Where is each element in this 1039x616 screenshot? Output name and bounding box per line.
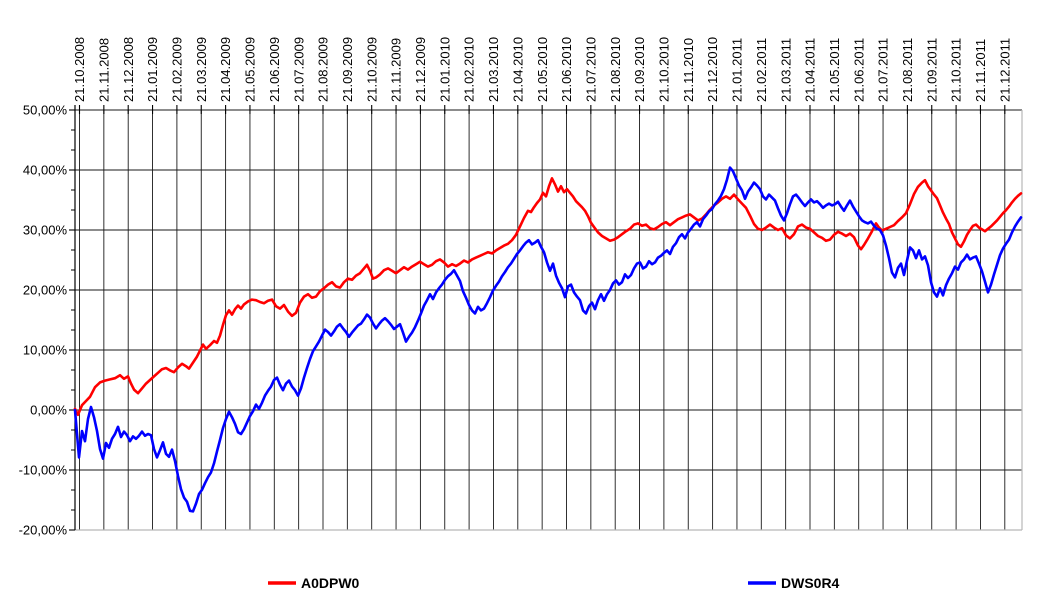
- x-tick-label: 21.02.2009: [170, 37, 185, 102]
- x-tick-label: 21.06.2010: [559, 37, 574, 102]
- x-tick-label: 21.05.2011: [827, 38, 842, 102]
- x-tick-label: 21.03.2009: [194, 37, 209, 102]
- y-tick-label: 0,00%: [30, 403, 67, 418]
- x-tick-label: 21.08.2010: [608, 37, 623, 102]
- x-tick-label: 21.06.2009: [267, 37, 282, 102]
- x-tick-label: 21.07.2011: [876, 38, 891, 102]
- x-tick-label: 21.04.2009: [218, 37, 233, 102]
- x-tick-label: 21.04.2010: [510, 37, 525, 102]
- series-line-dws0r4: [73, 166, 1023, 513]
- x-tick-label: 21.10.2010: [657, 37, 672, 102]
- y-tick-label: -10,00%: [19, 463, 68, 478]
- x-tick-label: 21.12.2009: [413, 37, 428, 102]
- x-tick-label: 21.08.2009: [316, 37, 331, 102]
- x-tick-label: 21.01.2010: [437, 37, 452, 102]
- series-line-a0dpw0: [73, 177, 1023, 417]
- x-tick-label: 21.11.2010: [681, 38, 696, 102]
- x-tick-label: 21.01.2011: [730, 38, 745, 102]
- x-tick-label: 21.09.2010: [632, 37, 647, 102]
- axes: [69, 105, 1023, 531]
- x-tick-label: 21.02.2011: [754, 38, 769, 102]
- x-tick-label: 21.02.2010: [462, 37, 477, 102]
- y-tick-label: -20,00%: [19, 523, 68, 538]
- x-tick-label: 21.08.2011: [900, 38, 915, 102]
- y-axis-tick-labels: 50,00% 40,00% 30,00% 20,00% 10,00% 0,00% -10,0…: [19, 103, 68, 538]
- x-tick-label: 21.06.2011: [851, 38, 866, 102]
- x-tick-label: 21.11.2011: [973, 39, 988, 102]
- x-tick-label: 21.05.2010: [535, 37, 550, 102]
- x-tick-label: 21.12.2011: [997, 38, 1012, 102]
- x-tick-label: 21.07.2010: [583, 37, 598, 102]
- x-tick-label: 21.07.2009: [291, 37, 306, 102]
- legend-label-dws0r4: DWS0R4: [781, 575, 840, 591]
- x-tick-label: 21.09.2011: [924, 38, 939, 102]
- legend-label-a0dpw0: A0DPW0: [301, 575, 360, 591]
- x-tick-label: 21.11.2009: [389, 38, 404, 102]
- gridlines: [75, 109, 1022, 531]
- x-tick-label: 21.12.2008: [121, 37, 136, 102]
- y-tick-label: 50,00%: [23, 103, 68, 118]
- x-tick-label: 21.12.2010: [705, 37, 720, 102]
- x-tick-label: 21.10.2011: [949, 38, 964, 102]
- x-tick-label: 21.05.2009: [243, 37, 258, 102]
- x-axis-tick-labels: 21.10.2008 21.11.2008 21.12.2008 21.01.2009…: [72, 37, 1012, 102]
- x-tick-label: 21.03.2011: [778, 38, 793, 102]
- x-tick-label: 21.04.2011: [803, 38, 818, 102]
- x-tick-label: 21.09.2009: [340, 37, 355, 102]
- x-tick-label: 21.10.2009: [364, 37, 379, 102]
- x-tick-label: 21.01.2009: [145, 37, 160, 102]
- y-tick-label: 20,00%: [23, 283, 68, 298]
- x-tick-label: 21.11.2008: [96, 38, 111, 102]
- x-tick-label: 21.03.2010: [486, 37, 501, 102]
- y-tick-label: 40,00%: [23, 163, 68, 178]
- x-tick-label: 21.10.2008: [72, 37, 87, 102]
- y-tick-label: 10,00%: [23, 343, 68, 358]
- data-series: [73, 166, 1023, 513]
- y-tick-label: 30,00%: [23, 223, 68, 238]
- legend: A0DPW0 DWS0R4: [268, 575, 840, 591]
